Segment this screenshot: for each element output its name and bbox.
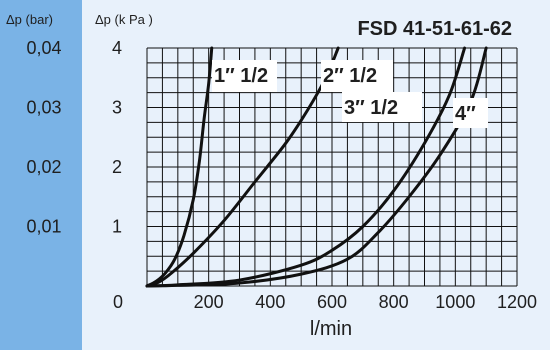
y-axis-title: Δp (k Pa ) xyxy=(95,12,153,27)
series-labels: 1″ 1/2 2″ 1/2 3″ 1/2 4″ xyxy=(212,60,488,128)
secondary-y-tick-label: 0,03 xyxy=(26,98,61,118)
series-label-2: 2″ 1/2 xyxy=(323,65,377,87)
series-label-1: 1″ 1/2 xyxy=(214,65,268,87)
series-label-3: 3″ 1/2 xyxy=(344,97,398,119)
series-line-4 xyxy=(145,46,488,288)
series-line-1 xyxy=(145,46,214,288)
x-tick-label: 1200 xyxy=(497,292,537,312)
chart-title: FSD 41-51-61-62 xyxy=(357,18,512,40)
secondary-y-axis-title: Δp (bar) xyxy=(6,12,53,27)
x-tick-label: 200 xyxy=(194,292,224,312)
secondary-y-tick-label: 0,01 xyxy=(26,217,61,237)
secondary-y-tick-label: 0,02 xyxy=(26,157,61,177)
y-tick-label: 4 xyxy=(112,38,122,58)
y-tick-label: 3 xyxy=(112,98,122,118)
x-tick-label: 0 xyxy=(113,292,123,312)
series-label-box-1 xyxy=(212,60,277,92)
y-ticks: 1 2 3 4 xyxy=(112,38,122,237)
secondary-y-tick-label: 0,04 xyxy=(26,38,61,58)
series-label-box-2 xyxy=(321,60,393,92)
x-tick-label: 800 xyxy=(379,292,409,312)
secondary-y-ticks: 0,01 0,02 0,03 0,04 xyxy=(26,38,61,237)
series-label-box-3 xyxy=(342,92,422,122)
y-tick-label: 2 xyxy=(112,157,122,177)
x-ticks: 0 200 400 600 800 1000 1200 xyxy=(113,292,537,312)
curves xyxy=(145,46,488,288)
x-tick-label: 400 xyxy=(255,292,285,312)
x-tick-label: 600 xyxy=(317,292,347,312)
y-tick-label: 1 xyxy=(112,217,122,237)
series-label-4: 4″ xyxy=(455,103,476,125)
x-axis-title: l/min xyxy=(310,318,352,340)
series-line-2 xyxy=(145,46,340,288)
bar-axis-strip xyxy=(0,0,82,350)
x-tick-label: 1000 xyxy=(435,292,475,312)
series-label-box-4 xyxy=(453,98,488,128)
